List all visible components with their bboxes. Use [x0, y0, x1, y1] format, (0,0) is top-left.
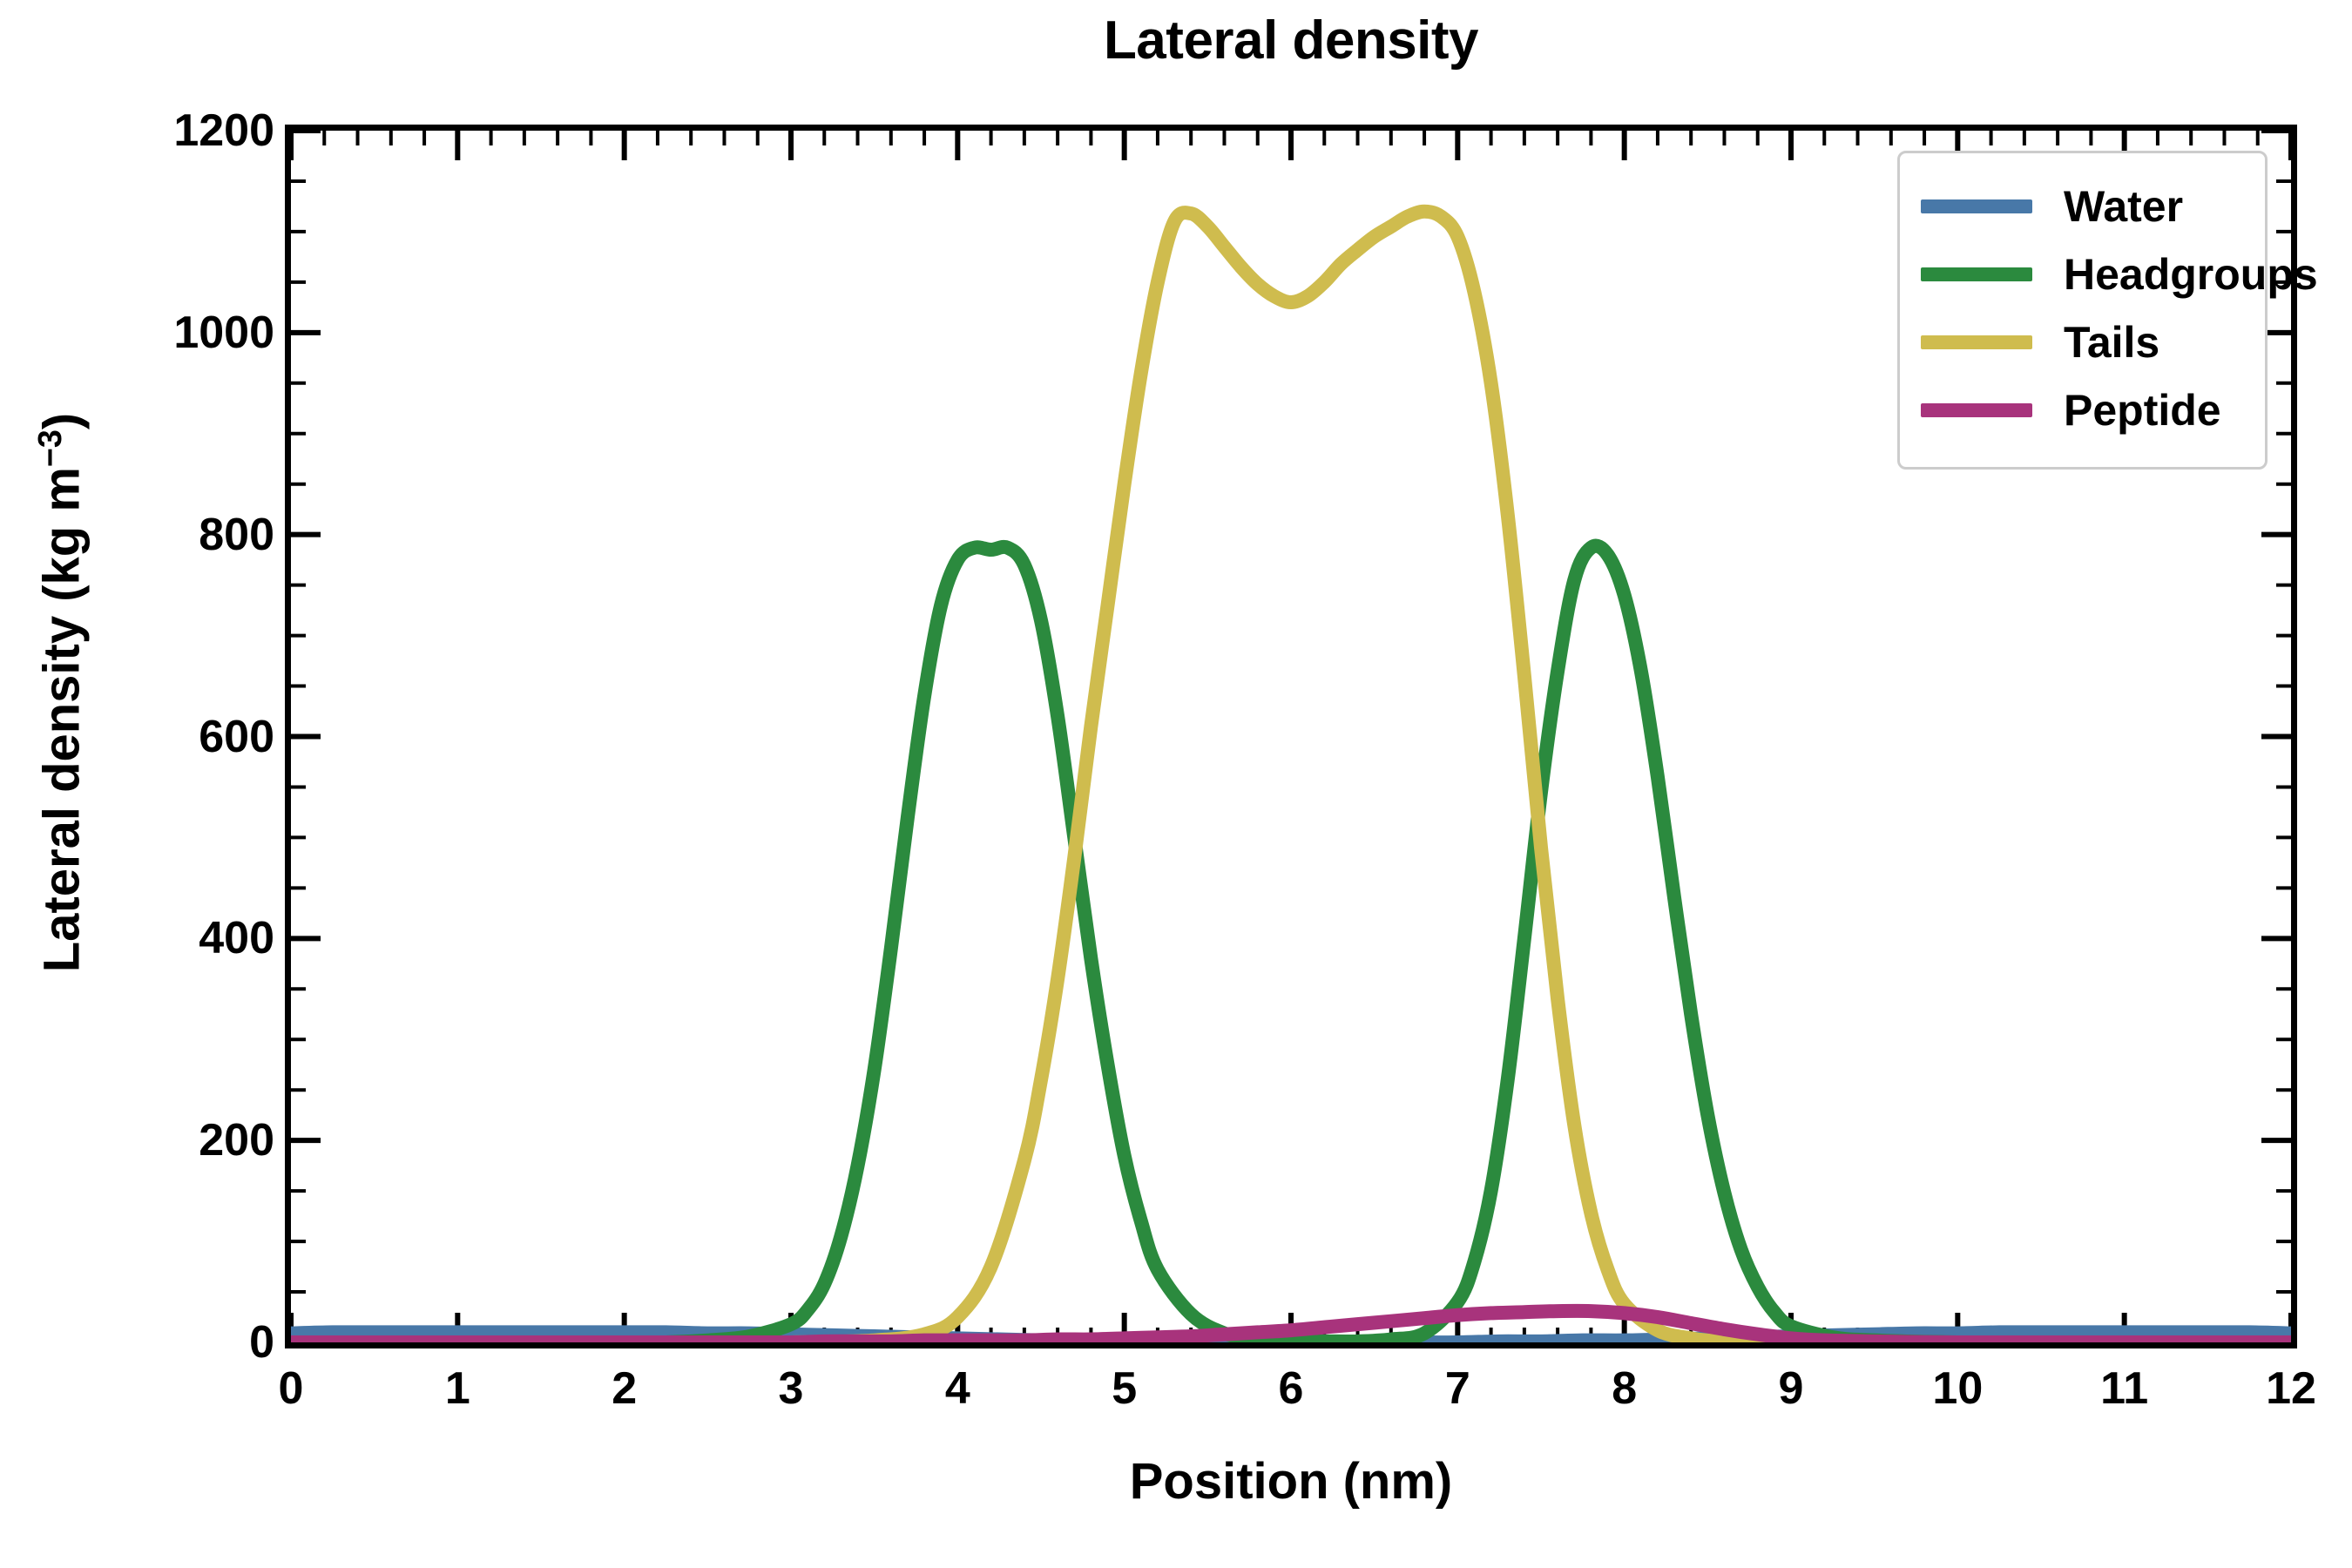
- y-tick-label: 1200: [173, 105, 274, 156]
- plot-canvas: [291, 131, 2291, 1342]
- legend-item-tails[interactable]: Tails: [1921, 308, 2244, 376]
- y-axis-label: Lateral density (kg m−3): [31, 81, 91, 1305]
- x-tick-label: 10: [1932, 1363, 1984, 1414]
- legend-swatch-headgroups: [1921, 267, 2032, 281]
- series-line-peptide: [291, 1303, 2291, 1342]
- y-tick-label: 800: [199, 509, 274, 560]
- y-tick-label: 400: [199, 913, 274, 964]
- legend-item-water[interactable]: Water: [1921, 172, 2244, 240]
- y-tick-label: 0: [249, 1317, 274, 1368]
- y-axis-label-text: Lateral density (kg m: [33, 467, 91, 973]
- series-line-tails: [291, 204, 2291, 1342]
- x-tick-label: 12: [2266, 1363, 2316, 1414]
- legend-label: Headgroups: [2064, 250, 2318, 299]
- y-tick-label: 600: [199, 711, 274, 762]
- x-tick-label: 8: [1612, 1363, 1638, 1414]
- y-tick-label: 1000: [173, 307, 274, 358]
- legend-label: Tails: [2064, 318, 2160, 367]
- series-line-water: [291, 1325, 2291, 1342]
- legend-swatch-water: [1921, 199, 2032, 213]
- legend-item-headgroups[interactable]: Headgroups: [1921, 240, 2318, 308]
- x-tick-label: 6: [1278, 1363, 1304, 1414]
- x-tick-label: 4: [944, 1363, 970, 1414]
- x-tick-label: 7: [1444, 1363, 1470, 1414]
- y-axis-label-tail: ): [33, 412, 91, 430]
- chart-legend: Water Headgroups Tails Peptide: [1897, 151, 2318, 470]
- x-tick-label: 11: [2100, 1363, 2149, 1414]
- x-tick-label: 1: [444, 1363, 470, 1414]
- x-tick-label: 3: [778, 1363, 804, 1414]
- x-tick-label: 5: [1112, 1363, 1138, 1414]
- legend-label: Peptide: [2064, 386, 2221, 435]
- x-axis-label: Position (nm): [1129, 1453, 1453, 1510]
- x-tick-label: 2: [612, 1363, 638, 1414]
- legend-label: Water: [2064, 182, 2184, 231]
- y-tick-label: 200: [199, 1115, 274, 1166]
- series-line-headgroups: [291, 538, 2291, 1342]
- x-tick-label: 9: [1778, 1363, 1804, 1414]
- legend-swatch-tails: [1921, 335, 2032, 349]
- chart-title: Lateral density: [1103, 10, 1479, 71]
- legend-item-peptide[interactable]: Peptide: [1921, 376, 2244, 444]
- x-tick-label: 0: [278, 1363, 304, 1414]
- legend-swatch-peptide: [1921, 403, 2032, 417]
- y-axis-label-exponent: −3: [31, 429, 69, 468]
